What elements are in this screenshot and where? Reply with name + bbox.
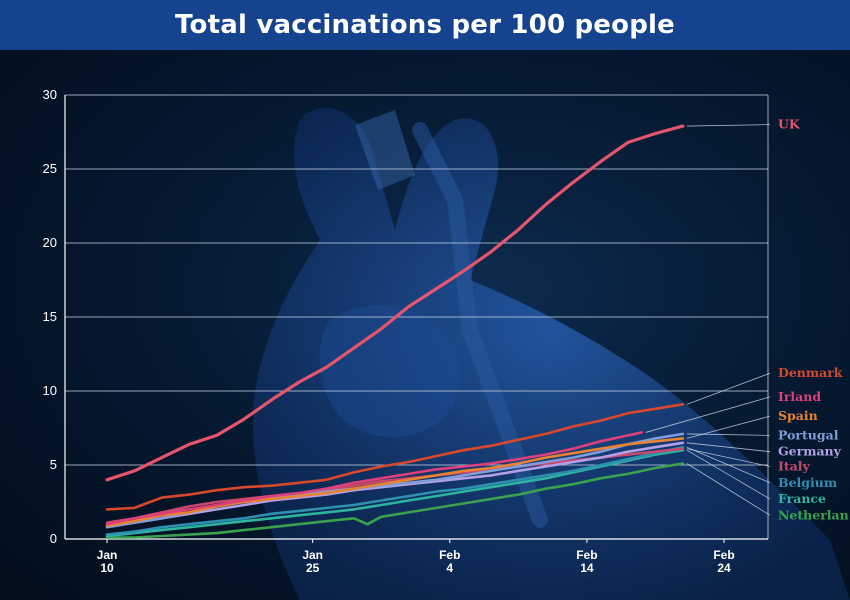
leader-line-italy: [686, 448, 771, 467]
series-line-spain: [105, 437, 685, 527]
x-tick-label: Feb: [576, 548, 597, 562]
series-line-irland: [105, 431, 643, 526]
series-line-uk: [105, 124, 685, 482]
x-tick-label: Jan: [97, 548, 118, 562]
series-line-denmark: [105, 403, 685, 511]
leader-line-portugal: [686, 433, 771, 436]
leader-line-spain: [686, 415, 771, 439]
series-label-belgium: Belgium: [778, 475, 837, 490]
series-label-spain: Spain: [778, 408, 818, 423]
x-tick-label: Jan: [302, 548, 323, 562]
series-label-italy: Italy: [778, 458, 810, 473]
series-line-france: [105, 448, 685, 538]
x-tick-label: Feb: [713, 548, 734, 562]
series-label-uk: UK: [778, 117, 801, 132]
leader-line-irland: [645, 396, 771, 433]
leader-line-netherlan: [686, 463, 771, 516]
series-label-netherlan: Netherlan: [778, 507, 849, 522]
y-tick-label: 25: [43, 161, 57, 176]
series-label-germany: Germany: [778, 444, 842, 459]
y-tick-label: 0: [50, 531, 57, 546]
series-label-denmark: Denmark: [778, 365, 843, 380]
x-tick-label: Feb: [439, 548, 460, 562]
y-tick-label: 15: [43, 309, 57, 324]
series-label-portugal: Portugal: [778, 427, 839, 442]
chart-title: Total vaccinations per 100 people: [175, 10, 675, 40]
y-tick-label: 20: [43, 235, 57, 250]
leader-line-uk: [686, 124, 771, 127]
x-tick-label: 14: [580, 561, 594, 575]
y-tick-label: 5: [50, 457, 57, 472]
leader-line-belgium: [686, 446, 771, 484]
series-line-netherlan: [105, 462, 685, 539]
y-tick-label: 30: [43, 87, 57, 102]
leader-line-france: [686, 449, 771, 500]
series-label-france: France: [778, 491, 826, 506]
x-tick-label: 25: [306, 561, 320, 575]
title-bar: Total vaccinations per 100 people: [0, 0, 850, 50]
y-tick-label: 10: [43, 383, 57, 398]
leader-line-germany: [686, 442, 771, 453]
series-line-belgium: [105, 445, 685, 536]
x-tick-label: 10: [100, 561, 114, 575]
leader-line-denmark: [686, 372, 771, 405]
x-tick-label: 4: [446, 561, 453, 575]
x-tick-label: 24: [717, 561, 731, 575]
series-line-germany: [105, 441, 685, 527]
series-label-irland: Irland: [778, 389, 821, 404]
